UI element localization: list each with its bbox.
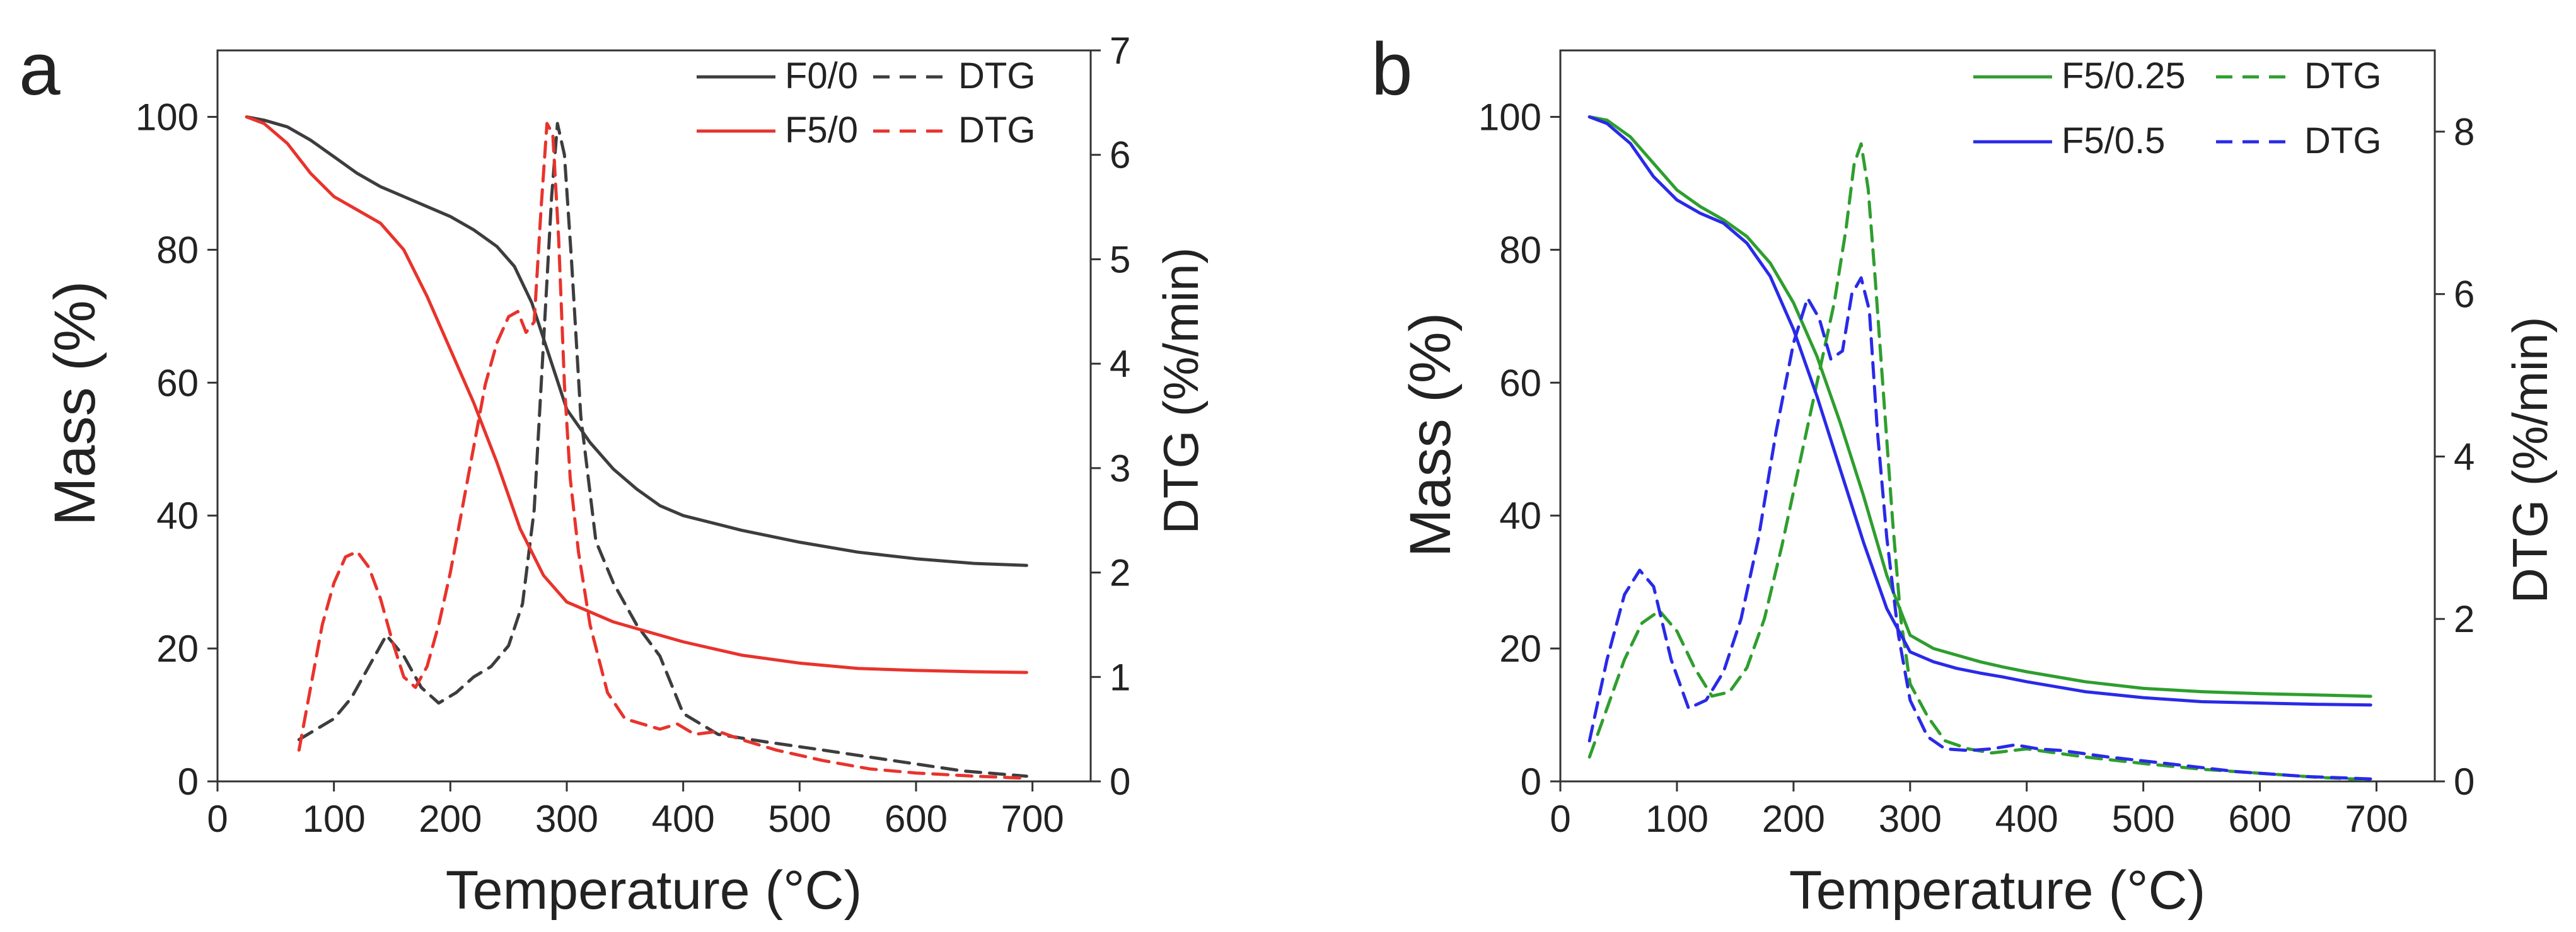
x-tick-label: 500 [2112, 798, 2175, 840]
legend-label-dtg-f5-0: DTG [958, 110, 1035, 151]
legend-label-dtg-f5-0-25: DTG [2304, 55, 2381, 96]
y2-axis-title-a: DTG (%/min) [1153, 248, 1209, 534]
y2-tick-label: 3 [1110, 447, 1130, 490]
y-tick-label: 20 [156, 628, 199, 670]
plot-frame [1559, 49, 2436, 783]
plot-frame [216, 49, 1092, 783]
y2-tick-label: 2 [2454, 598, 2474, 640]
panel-label-b: b [1371, 28, 1413, 111]
x-tick-label: 200 [419, 798, 482, 840]
y2-tick-label: 7 [1110, 30, 1130, 72]
legend-label-f5-0-5: F5/0.5 [2062, 120, 2165, 161]
y2-tick-label: 6 [2454, 273, 2474, 316]
y2-axis-title-b: DTG (%/min) [2502, 317, 2558, 604]
y2-tick-label: 4 [1110, 343, 1130, 385]
y-tick-label: 20 [1499, 628, 1541, 670]
x-tick-label: 400 [652, 798, 715, 840]
x-tick-label: 600 [2229, 798, 2292, 840]
x-tick-label: 100 [1645, 798, 1709, 840]
y-tick-label: 80 [156, 229, 199, 271]
x-tick-label: 0 [1550, 798, 1570, 840]
legend-label-dtg-f0-0: DTG [958, 55, 1035, 96]
legend-a: F0/0 DTG F5/0 DTG [697, 55, 1035, 151]
x-tick-label: 500 [768, 798, 831, 840]
series-line-dtg-f5-0-5 [1587, 276, 2372, 781]
y-axis-title-a: Mass (%) [43, 281, 107, 526]
y2-tick-label: 6 [1110, 134, 1130, 176]
y-tick-label: 100 [1478, 96, 1541, 138]
y-tick-label: 60 [156, 362, 199, 404]
y-tick-label: 0 [178, 761, 199, 803]
y-tick-label: 60 [1499, 362, 1541, 404]
x-tick-label: 400 [1995, 798, 2058, 840]
series-line-f5-0-5 [1587, 115, 2372, 707]
series-line-dtg-f5-0 [297, 122, 1028, 780]
legend-label-dtg-f5-0-5: DTG [2304, 120, 2381, 161]
panel-a: a Mass (%) DTG (%/min) Temperature (°C) … [19, 28, 1209, 921]
y-tick-label: 100 [136, 96, 199, 138]
series-line-dtg-f5-0-25 [1587, 142, 2372, 781]
series-line-f5-0-25 [1587, 115, 2372, 698]
y2-tick-label: 4 [2454, 435, 2474, 478]
y-axis-title-b: Mass (%) [1398, 313, 1463, 557]
legend-b: F5/0.25 DTG F5/0.5 DTG [1973, 55, 2381, 161]
x-tick-label: 700 [1001, 798, 1064, 840]
panel-label-a: a [19, 28, 61, 111]
x-tick-label: 300 [1879, 798, 1942, 840]
y2-tick-label: 8 [2454, 111, 2474, 153]
y2-tick-label: 0 [2454, 761, 2474, 803]
x-tick-label: 200 [1762, 798, 1825, 840]
y2-tick-label: 2 [1110, 552, 1130, 594]
legend-label-f5-0-25: F5/0.25 [2062, 55, 2186, 96]
y-tick-label: 40 [1499, 495, 1541, 537]
x-tick-label: 600 [885, 798, 948, 840]
y-tick-label: 80 [1499, 229, 1541, 271]
legend-label-f0-0: F0/0 [785, 55, 858, 96]
series-line-f0-0 [245, 115, 1028, 567]
x-tick-label: 0 [207, 798, 228, 840]
y2-tick-label: 1 [1110, 656, 1130, 698]
x-tick-label: 100 [303, 798, 366, 840]
y2-tick-label: 0 [1110, 761, 1130, 803]
x-tick-label: 700 [2345, 798, 2408, 840]
y-tick-label: 0 [1521, 761, 1541, 803]
y-tick-label: 40 [156, 495, 199, 537]
panel-b: b Mass (%) DTG (%/min) Temperature (°C) … [1371, 28, 2558, 921]
x-axis-title-a: Temperature (°C) [446, 860, 862, 921]
x-tick-label: 300 [535, 798, 598, 840]
legend-label-f5-0: F5/0 [785, 110, 858, 151]
x-axis-title-b: Temperature (°C) [1789, 860, 2205, 921]
series-line-f5-0 [245, 115, 1028, 674]
y2-tick-label: 5 [1110, 238, 1130, 280]
